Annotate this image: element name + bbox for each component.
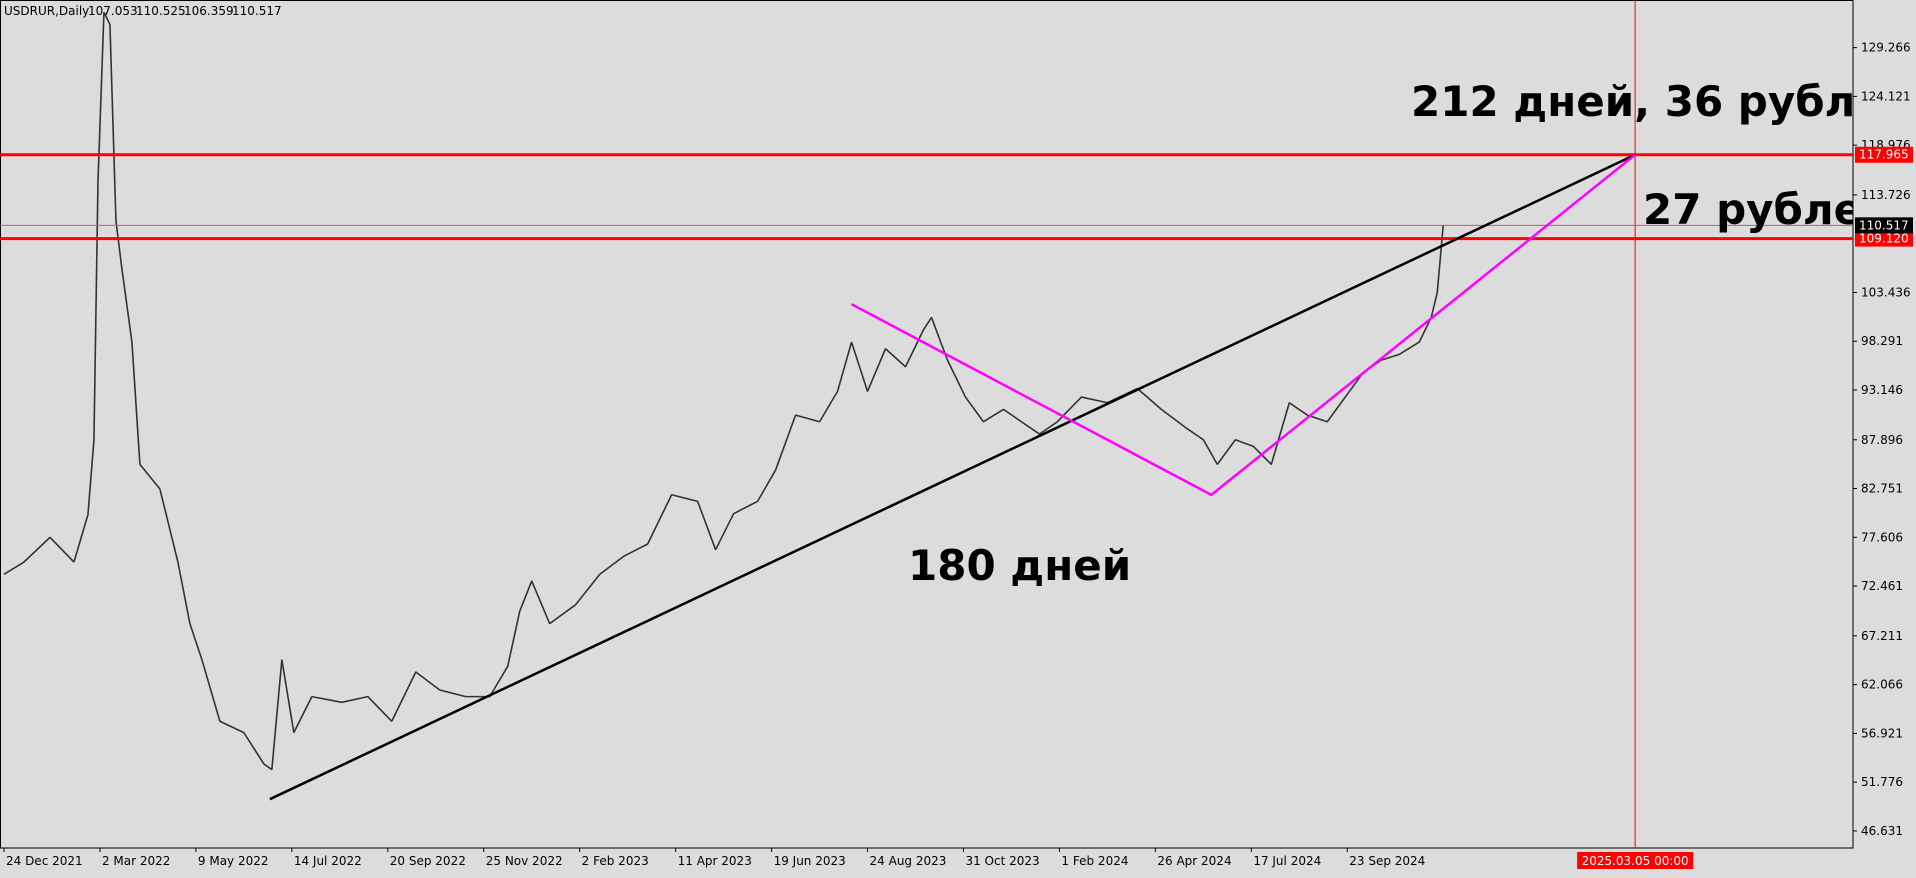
x-tick-label: 25 Nov 2022 [486,854,563,868]
symbol: USDRUR,Daily [4,4,89,18]
trendline [850,153,1636,497]
ohlc-close: 110.517 [232,4,282,18]
trendline [269,153,1636,801]
annotation: 27 рублей [1643,185,1892,234]
ohlc-open: 107.053 [88,4,138,18]
ohlc-high: 110.525 [136,4,186,18]
y-tick-label: 72.461 [1861,579,1903,593]
x-tick-label: 1 Feb 2024 [1061,854,1128,868]
y-tick-label: 87.896 [1861,433,1903,447]
y-tick-label: 124.121 [1861,89,1911,103]
price-label-bg [1855,146,1913,163]
x-tick-label: 11 Apr 2023 [678,854,752,868]
y-tick-label: 98.291 [1861,334,1903,348]
price-label: 117.965 [1859,148,1909,162]
bid-label: 110.517 [1859,218,1909,232]
x-tick-label: 9 May 2022 [198,854,269,868]
y-tick-label: 77.606 [1861,530,1903,544]
y-tick-label: 62.066 [1861,678,1903,692]
x-tick-label: 24 Dec 2021 [6,854,83,868]
x-tick-label: 17 Jul 2024 [1253,854,1321,868]
annotation: 180 дней [908,541,1131,590]
y-tick-label: 56.921 [1861,726,1903,740]
x-tick-label: 24 Aug 2023 [870,854,947,868]
y-tick-label: 51.776 [1861,775,1903,789]
y-tick-label: 46.631 [1861,824,1903,838]
y-tick-label: 82.751 [1861,482,1903,496]
ohlc-low: 106.359 [184,4,234,18]
plot-area: 212 дней, 36 рублей 27 рублей 180 дней [0,0,1913,848]
price-line [3,11,1445,771]
plot-frame [0,0,1854,849]
vline-label-bg [1577,852,1694,869]
y-tick-label: 67.211 [1861,629,1903,643]
x-tick-label: 2 Feb 2023 [582,854,649,868]
x-tick-label: 26 Apr 2024 [1157,854,1231,868]
price-label-bg [1855,230,1913,247]
vline-label: 2025.03.05 00:00 [1582,854,1689,868]
x-tick-label: 14 Jul 2022 [294,854,362,868]
annotation: 212 дней, 36 рублей [1411,77,1913,126]
y-tick-label: 103.436 [1861,285,1911,299]
x-tick-label: 19 Jun 2023 [774,854,846,868]
price-label: 109.120 [1859,232,1909,246]
x-tick-label: 20 Sep 2022 [390,854,466,868]
y-tick-label: 93.146 [1861,383,1903,397]
x-tick-label: 2 Mar 2022 [102,854,170,868]
y-tick-label: 129.266 [1861,41,1911,55]
x-tick-label: 23 Sep 2024 [1349,854,1425,868]
x-tick-label: 31 Oct 2023 [965,854,1039,868]
bid-label-bg [1855,217,1913,234]
y-tick-label: 113.726 [1861,188,1911,202]
